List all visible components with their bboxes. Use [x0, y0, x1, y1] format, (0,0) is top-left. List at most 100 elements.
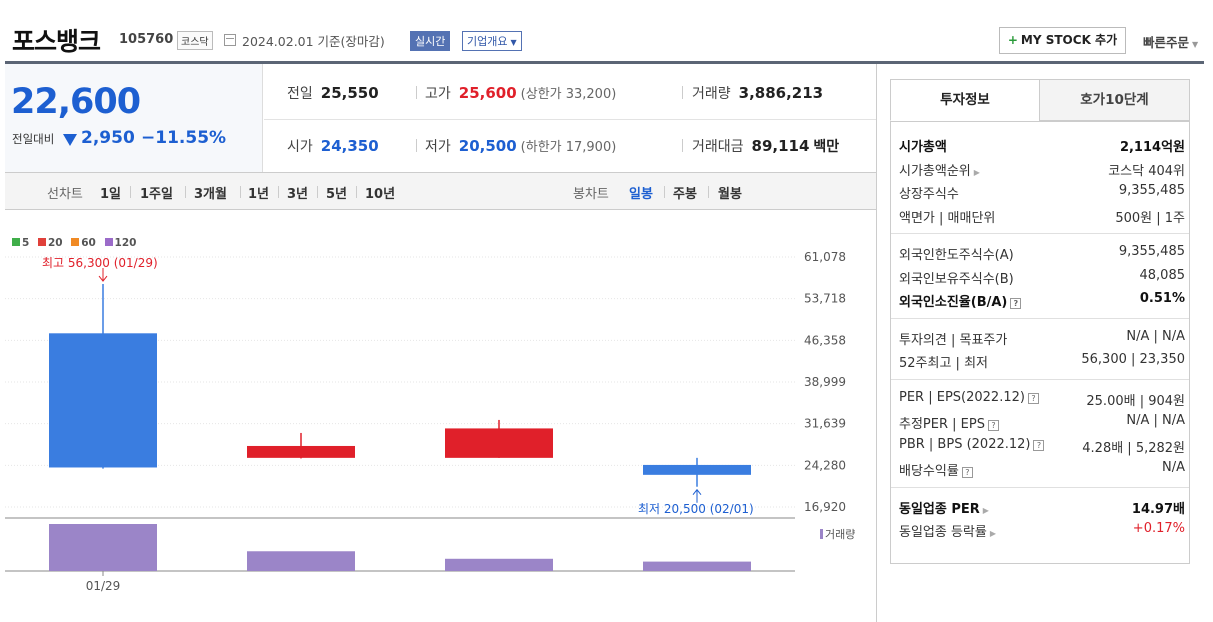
- my-stock-add-label: MY STOCK 추가: [1020, 33, 1118, 47]
- info-value: 25.00배 | 904원: [1086, 393, 1185, 409]
- legend-label: 5: [22, 237, 30, 249]
- legend-swatch: [12, 238, 20, 246]
- help-icon[interactable]: ?: [1010, 298, 1022, 309]
- period-10y[interactable]: 10년: [365, 187, 396, 202]
- period-1y[interactable]: 1년: [248, 187, 270, 202]
- y-tick-label: 61,078: [804, 250, 846, 264]
- info-row: 배당수익률? N/A: [899, 460, 1185, 480]
- header-divider: [5, 61, 1204, 64]
- info-label-text: PER | EPS(2022.12): [899, 389, 1025, 405]
- info-row: 추정PER | EPS? N/A | N/A: [899, 413, 1185, 433]
- info-label: 외국인소진율(B/A)?: [899, 291, 1022, 310]
- plus-icon: +: [1007, 33, 1018, 47]
- candle-body: [643, 464, 751, 475]
- volume-bar: [49, 524, 157, 571]
- base-date: 2024.02.01 기준(장마감): [242, 34, 385, 49]
- period-3y[interactable]: 3년: [287, 187, 309, 202]
- info-label: 배당수익률?: [899, 460, 973, 479]
- info-value: 9,355,485: [1118, 244, 1185, 259]
- price-change-percent: −11.55%: [141, 128, 227, 148]
- period-1d[interactable]: 1일: [100, 187, 122, 202]
- legend-ma20: 20: [37, 237, 63, 249]
- stat-high: 고가 25,600 (상한가 33,200): [425, 83, 616, 103]
- y-tick-label: 53,718: [804, 292, 846, 306]
- volume-bar: [643, 561, 751, 571]
- stock-code: 105760: [119, 32, 174, 47]
- price-chart[interactable]: 61,078 53,718 46,358 38,999 31,639 24,280 16,9…: [5, 211, 876, 622]
- period-5y[interactable]: 5년: [326, 187, 348, 202]
- divider: [416, 86, 417, 99]
- tab-order-book[interactable]: 호가10단계: [1039, 79, 1190, 121]
- legend-label: 120: [114, 237, 137, 249]
- help-icon[interactable]: ?: [987, 420, 999, 431]
- info-row[interactable]: 시가총액순위 ▶ 코스닥 404위: [899, 160, 1185, 180]
- info-value: 0.51%: [1139, 291, 1185, 306]
- x-tick-label: 01/29: [86, 579, 121, 593]
- info-label-text: 52주최고 | 최저: [899, 356, 988, 371]
- help-icon[interactable]: ?: [1033, 439, 1045, 451]
- period-3m[interactable]: 3개월: [194, 187, 227, 202]
- legend-swatch: [820, 529, 823, 539]
- stat-label: 저가: [425, 139, 451, 155]
- info-value: N/A | N/A: [1126, 413, 1185, 428]
- info-label-text: 외국인한도주식수(A): [899, 248, 1014, 263]
- stat-value: 24,350: [320, 137, 379, 155]
- upper-limit: (상한가 33,200): [520, 87, 617, 102]
- info-label-text: 배당수익률: [899, 464, 959, 479]
- my-stock-add-button[interactable]: + MY STOCK 추가: [999, 27, 1126, 54]
- info-label: 상장주식수: [899, 183, 959, 202]
- y-tick-label: 38,999: [804, 375, 846, 389]
- info-value: 500원 | 1주: [1115, 210, 1185, 226]
- info-row: 액면가 | 매매단위 500원 | 1주: [899, 207, 1185, 227]
- stat-value: 20,500: [458, 137, 517, 155]
- stat-label: 거래량: [692, 86, 731, 102]
- tab-investment-info[interactable]: 투자정보: [890, 79, 1040, 121]
- info-label: 외국인한도주식수(A): [899, 244, 1014, 263]
- divider: [185, 186, 186, 198]
- panel-divider: [876, 64, 877, 622]
- help-icon[interactable]: ?: [961, 467, 973, 478]
- candle-body: [49, 333, 157, 468]
- legend-label: 60: [81, 237, 96, 249]
- volume-bar: [445, 558, 553, 571]
- y-tick-label: 46,358: [804, 333, 846, 347]
- legend-label: 20: [47, 237, 63, 249]
- company-overview-label: 기업개요: [467, 35, 508, 48]
- realtime-button[interactable]: 실시간: [410, 31, 451, 51]
- period-1w[interactable]: 1주일: [140, 187, 173, 202]
- stat-label: 거래대금: [692, 139, 744, 155]
- legend-ma60: 60: [71, 237, 96, 249]
- stat-value: 25,550: [320, 84, 379, 102]
- stat-low: 저가 20,500 (하한가 17,900): [425, 136, 616, 156]
- quick-order-label: 빠른주문: [1143, 35, 1190, 50]
- stat-label: 고가: [425, 86, 451, 102]
- info-value: 14.97배: [1131, 501, 1185, 517]
- info-label: 외국인보유주식수(B): [899, 268, 1014, 287]
- candle-weekly[interactable]: 주봉: [673, 187, 697, 202]
- info-label: 액면가 | 매매단위: [899, 207, 995, 226]
- candle-daily[interactable]: 일봉: [629, 187, 653, 202]
- chevron-right-icon: ▶: [973, 167, 980, 177]
- info-row: 투자의견 | 목표주가 N/A | N/A: [899, 329, 1185, 349]
- divider: [682, 139, 683, 152]
- company-overview-dropdown[interactable]: 기업개요 ▼: [462, 31, 522, 51]
- chevron-right-icon: ▶: [982, 505, 989, 515]
- info-row[interactable]: 동일업종 PER ▶ 14.97배: [899, 498, 1185, 518]
- stat-unit: 백만: [813, 139, 840, 155]
- info-label-text: 추정PER | EPS: [899, 417, 985, 432]
- info-value: 56,300 | 23,350: [1081, 352, 1185, 367]
- y-tick-label: 31,639: [804, 417, 846, 431]
- info-label: PBR | BPS (2022.12)?: [899, 437, 1045, 452]
- legend-swatch: [37, 238, 46, 246]
- ma-legend: 5 20 60 120: [12, 237, 141, 249]
- section-divider: [891, 233, 1189, 234]
- volume-bar: [247, 551, 355, 571]
- info-label: 시가총액: [899, 136, 947, 155]
- candle-monthly[interactable]: 월봉: [718, 187, 742, 202]
- info-row: PER | EPS(2022.12)? 25.00배 | 904원: [899, 390, 1185, 410]
- info-value: 9,355,485: [1118, 183, 1185, 198]
- price-stats: 전일 25,550 고가 25,600 (상한가 33,200) 거래량 3,886,2…: [264, 64, 876, 172]
- help-icon[interactable]: ?: [1027, 392, 1039, 404]
- quick-order-dropdown[interactable]: 빠른주문 ▼: [1143, 32, 1198, 51]
- info-row[interactable]: 동일업종 등락률 ▶ +0.17%: [899, 521, 1185, 541]
